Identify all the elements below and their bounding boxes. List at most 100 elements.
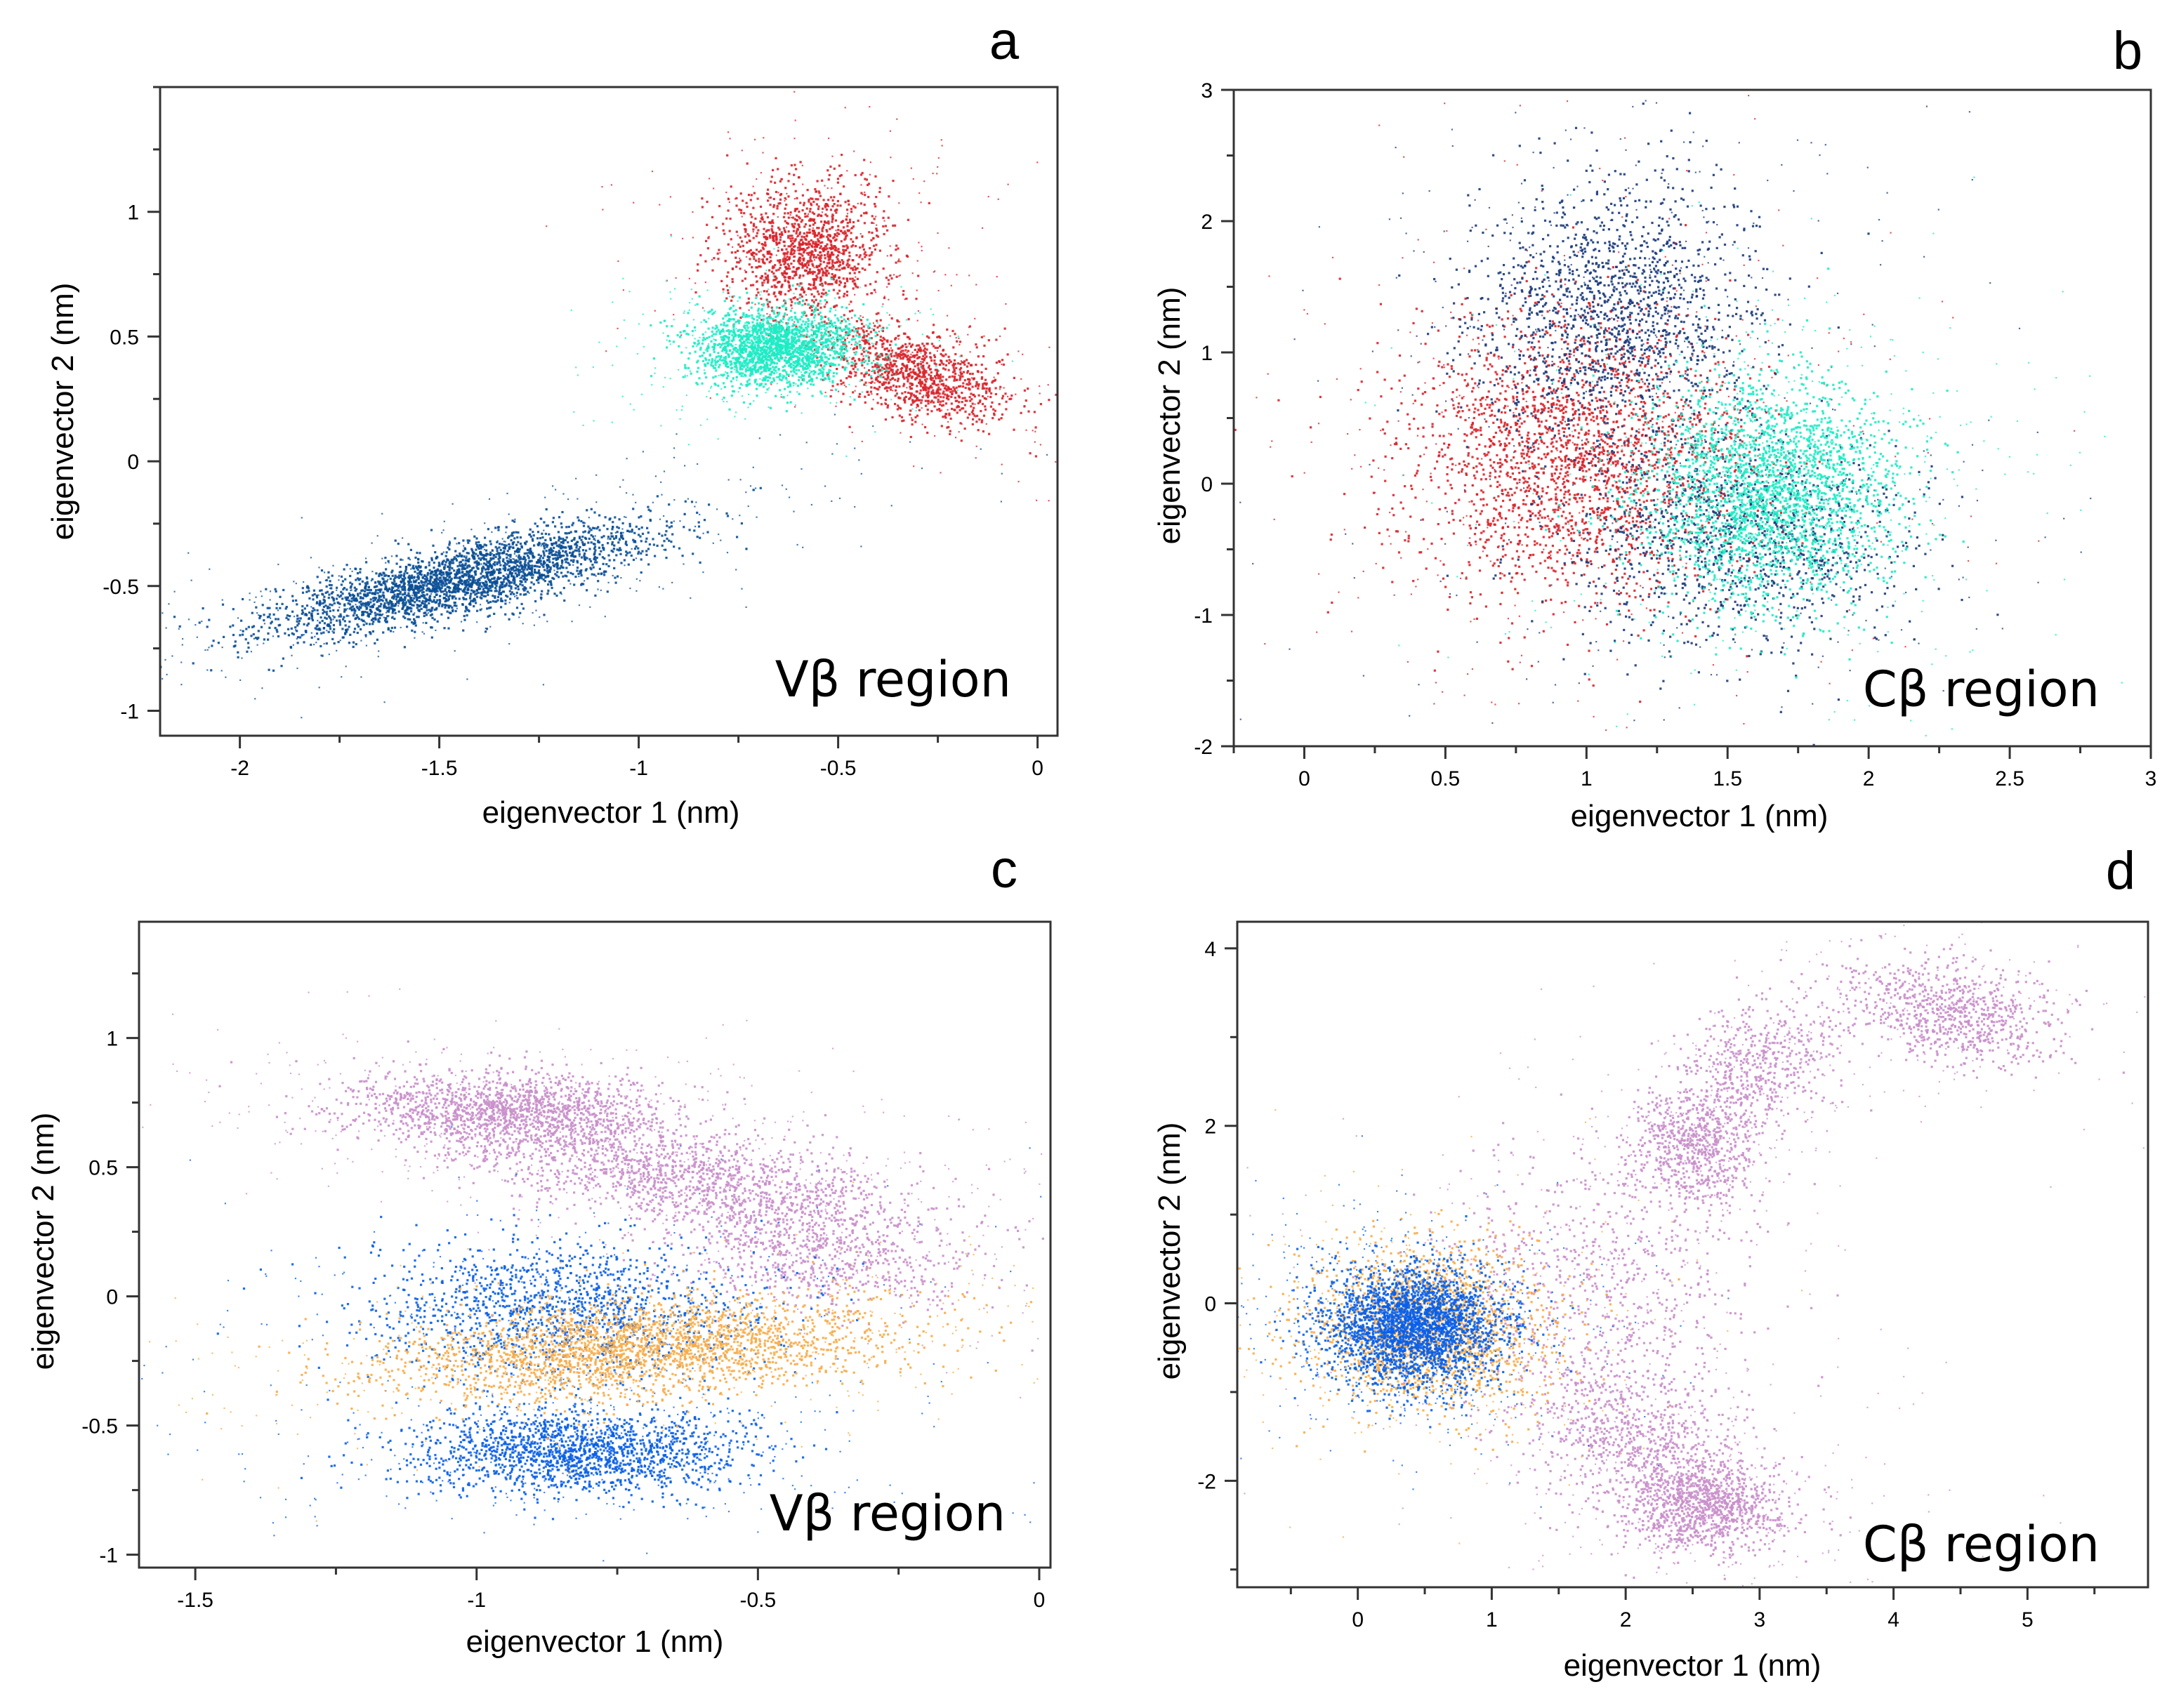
data-point	[411, 574, 414, 577]
data-point	[466, 578, 469, 581]
data-point	[474, 593, 477, 596]
data-point	[390, 590, 393, 593]
data-point	[927, 395, 930, 398]
data-point	[602, 524, 605, 527]
data-point	[317, 628, 320, 631]
data-point	[474, 574, 477, 576]
data-point	[826, 373, 829, 376]
data-point	[468, 560, 470, 562]
data-point	[390, 555, 393, 557]
data-point	[441, 605, 444, 608]
data-point	[447, 606, 450, 609]
data-point	[332, 618, 334, 621]
data-point	[888, 364, 891, 366]
data-point	[472, 591, 475, 594]
data-point	[984, 397, 987, 400]
data-point	[775, 269, 778, 272]
data-point	[807, 243, 810, 246]
data-point	[543, 545, 546, 548]
data-point	[918, 380, 921, 383]
data-point	[325, 611, 328, 614]
data-point	[277, 609, 279, 611]
data-point	[761, 284, 764, 286]
data-point	[337, 641, 340, 644]
data-point	[886, 255, 888, 257]
data-point	[872, 237, 875, 240]
data-point	[956, 340, 958, 343]
data-point	[371, 604, 374, 607]
data-point	[407, 592, 410, 595]
data-point	[510, 534, 513, 537]
data-point	[375, 607, 378, 610]
data-point	[554, 525, 557, 528]
data-point	[507, 576, 510, 578]
data-point	[348, 595, 350, 597]
data-point	[558, 536, 560, 538]
data-point	[548, 558, 551, 561]
data-point	[699, 536, 701, 539]
data-point	[631, 530, 633, 533]
data-point	[296, 630, 298, 633]
data-point	[428, 582, 430, 585]
data-point	[503, 543, 506, 547]
data-point	[640, 552, 643, 555]
data-point	[444, 600, 447, 603]
data-point	[798, 244, 801, 247]
data-point	[800, 288, 803, 291]
data-point	[171, 655, 173, 657]
data-point	[461, 603, 464, 606]
data-point	[680, 334, 683, 336]
data-point	[793, 270, 796, 273]
data-point	[548, 560, 551, 563]
data-point	[801, 194, 804, 197]
data-point	[511, 561, 515, 564]
data-point	[905, 355, 908, 359]
data-point	[782, 272, 785, 274]
data-point	[397, 610, 400, 613]
data-point	[562, 575, 565, 578]
data-point	[557, 556, 560, 559]
data-point	[768, 221, 771, 224]
data-point	[392, 616, 394, 618]
data-point	[462, 564, 465, 567]
data-point	[532, 611, 534, 614]
data-point	[551, 576, 554, 579]
data-point	[850, 211, 853, 213]
data-point	[580, 583, 583, 586]
data-point	[784, 252, 786, 255]
data-point	[487, 590, 489, 592]
data-point	[475, 592, 478, 595]
data-point	[796, 283, 799, 286]
data-point	[585, 568, 588, 571]
data-point	[843, 266, 846, 269]
data-point	[775, 234, 777, 237]
data-point	[537, 571, 540, 574]
data-point	[796, 227, 799, 230]
data-point	[808, 283, 810, 286]
data-point	[488, 589, 491, 592]
data-point	[558, 539, 560, 542]
data-point	[367, 602, 371, 606]
data-point	[581, 535, 584, 538]
data-point	[542, 578, 545, 581]
data-point	[852, 220, 855, 224]
data-point	[478, 582, 481, 585]
data-point	[568, 562, 570, 564]
data-point	[353, 628, 357, 630]
data-point	[882, 225, 885, 228]
data-point	[799, 263, 802, 265]
data-point	[971, 385, 974, 388]
data-point	[303, 614, 305, 616]
data-point	[442, 552, 444, 555]
data-point	[430, 636, 433, 639]
data-point	[369, 633, 372, 635]
data-point	[487, 553, 489, 556]
data-point	[449, 566, 452, 569]
data-point	[831, 267, 834, 270]
data-point	[760, 217, 763, 220]
data-point	[612, 550, 614, 553]
data-point	[975, 385, 977, 388]
data-point	[864, 256, 867, 258]
data-point	[826, 187, 829, 190]
data-point	[504, 613, 507, 616]
